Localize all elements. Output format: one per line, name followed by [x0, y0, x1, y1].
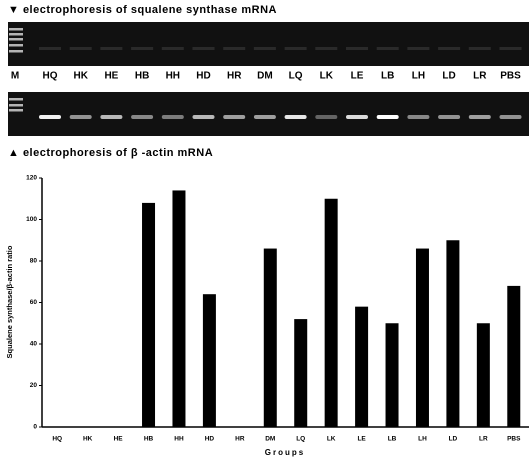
bar	[507, 286, 520, 427]
lane-label: LE	[351, 71, 364, 82]
marker-band	[9, 50, 23, 53]
lane-label: HE	[104, 71, 118, 82]
bar	[172, 190, 185, 427]
gel-band	[70, 115, 92, 119]
gel-band	[254, 115, 276, 119]
x-tick-label: HR	[235, 436, 245, 443]
gel-band	[285, 47, 307, 50]
x-tick-label: LQ	[296, 436, 305, 443]
y-tick-label: 60	[30, 299, 38, 306]
gel-band	[407, 115, 429, 119]
gel-image-top	[8, 22, 529, 66]
y-tick-label: 0	[33, 424, 37, 431]
bar	[355, 307, 368, 427]
gel-title-top: ▼ electrophoresis of squalene synthase m…	[8, 4, 277, 16]
lane-label: PBS	[500, 71, 521, 82]
bar	[446, 240, 459, 427]
lane-label: LD	[442, 71, 455, 82]
bar	[142, 203, 155, 427]
gel-band	[100, 47, 122, 50]
gel-title-bottom: ▲ electrophoresis of β -actin mRNA	[8, 147, 213, 159]
gel-band	[469, 47, 491, 50]
lane-label: HR	[227, 71, 242, 82]
lane-label: HQ	[43, 71, 58, 82]
gel-band	[377, 115, 399, 119]
lane-label: LK	[320, 71, 334, 82]
gel-band	[131, 115, 153, 119]
bar	[294, 319, 307, 427]
x-tick-label: LK	[327, 436, 336, 443]
x-tick-label: HE	[114, 436, 124, 443]
x-tick-label: LB	[388, 436, 397, 443]
lane-label: LR	[473, 71, 487, 82]
gel-image-bottom	[8, 92, 529, 136]
lane-label: LQ	[289, 71, 303, 82]
lane-label: HB	[135, 71, 149, 82]
lane-label: DM	[257, 71, 273, 82]
gel-band	[346, 115, 368, 119]
x-tick-label: HQ	[52, 436, 62, 443]
marker-band	[9, 28, 23, 31]
x-tick-label: LE	[357, 436, 366, 443]
gel-band	[193, 47, 215, 50]
x-tick-label: HD	[205, 436, 215, 443]
gel-band	[500, 47, 522, 50]
gel-band	[407, 47, 429, 50]
gel-band	[346, 47, 368, 50]
x-tick-label: DM	[265, 436, 275, 443]
bar	[477, 323, 490, 427]
gel-band	[223, 47, 245, 50]
gel-band	[438, 115, 460, 119]
y-tick-label: 80	[30, 258, 38, 265]
x-tick-label: PBS	[507, 436, 521, 443]
gel-band	[100, 115, 122, 119]
gel-band	[438, 47, 460, 50]
marker-band	[9, 109, 23, 112]
lane-label: HK	[73, 71, 88, 82]
gel-band	[70, 47, 92, 50]
gel-band	[223, 115, 245, 119]
gel-band	[162, 115, 184, 119]
x-tick-label: LD	[449, 436, 458, 443]
gel-band	[254, 47, 276, 50]
bar	[203, 294, 216, 427]
lane-label: M	[11, 71, 19, 82]
marker-band	[9, 98, 23, 101]
gel-band	[131, 47, 153, 50]
x-tick-label: HB	[144, 436, 154, 443]
gel-band	[469, 115, 491, 119]
y-tick-label: 40	[30, 341, 38, 348]
bar	[416, 249, 429, 427]
lane-label: HD	[196, 71, 210, 82]
lane-label: HH	[166, 71, 180, 82]
y-tick-label: 100	[26, 216, 37, 223]
gel-band	[39, 115, 61, 119]
marker-band	[9, 44, 23, 47]
x-tick-label: LR	[479, 436, 488, 443]
gel-band	[162, 47, 184, 50]
bar	[325, 199, 338, 427]
y-axis-label: Squalene synthase/β-actin ratio	[5, 245, 14, 358]
lane-label: LB	[381, 71, 394, 82]
bar	[264, 249, 277, 427]
gel-band	[315, 47, 337, 50]
marker-band	[9, 104, 23, 107]
x-tick-label: LH	[418, 436, 427, 443]
gel-band	[315, 115, 337, 119]
gel-band	[500, 115, 522, 119]
gel-band	[39, 47, 61, 50]
gel-band	[377, 47, 399, 50]
y-tick-label: 20	[30, 382, 38, 389]
x-tick-label: HH	[174, 436, 184, 443]
y-tick-label: 120	[26, 175, 37, 182]
lane-label: LH	[412, 71, 425, 82]
figure: ▼ electrophoresis of squalene synthase m…	[0, 0, 529, 463]
marker-band	[9, 33, 23, 36]
gel-band	[285, 115, 307, 119]
bar	[386, 323, 399, 427]
marker-band	[9, 38, 23, 41]
x-tick-label: HK	[83, 436, 93, 443]
gel-band	[193, 115, 215, 119]
x-axis-label: Groups	[265, 448, 305, 457]
